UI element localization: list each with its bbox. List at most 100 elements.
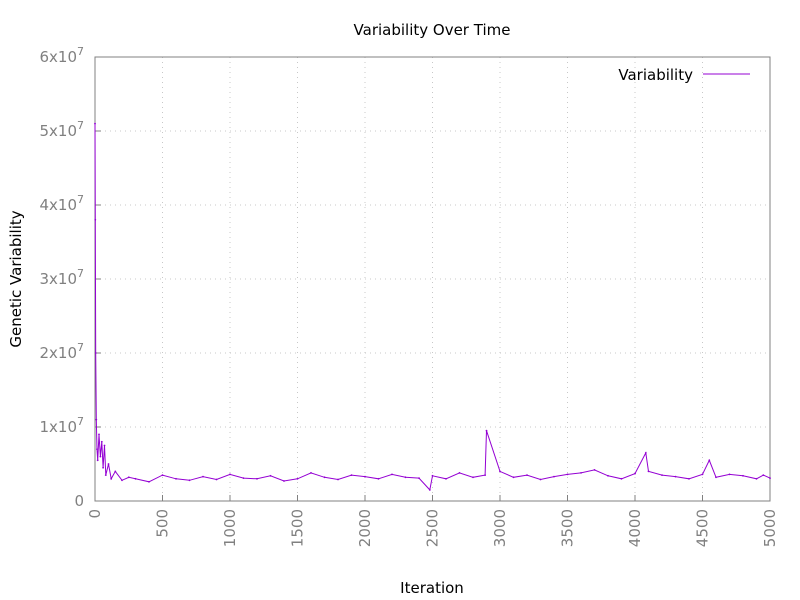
- data-point: [593, 469, 596, 471]
- x-tick-label: 1000: [221, 509, 239, 547]
- data-point: [202, 475, 204, 478]
- data-point: [229, 473, 231, 476]
- data-point: [94, 218, 97, 221]
- data-point: [283, 480, 285, 482]
- data-point: [485, 429, 488, 432]
- data-point: [391, 473, 393, 476]
- data-point: [103, 444, 106, 447]
- legend: Variability: [618, 66, 750, 84]
- data-point: [472, 476, 474, 479]
- data-point: [98, 433, 100, 436]
- data-point: [121, 479, 123, 482]
- data-point: [404, 476, 407, 479]
- data-point: [762, 474, 765, 476]
- data-point: [94, 352, 97, 354]
- data-point: [512, 476, 515, 479]
- data-point: [161, 474, 164, 476]
- y-tick-label: 2x107: [39, 341, 84, 362]
- x-tick-label: 1500: [289, 509, 307, 547]
- data-point: [715, 476, 717, 479]
- data-point: [296, 477, 299, 480]
- data-point: [100, 440, 103, 443]
- data-point: [674, 475, 677, 478]
- data-point: [188, 479, 191, 482]
- data-point: [607, 474, 609, 477]
- data-point: [418, 477, 420, 479]
- y-tick-label: 3x107: [39, 267, 84, 288]
- data-point: [110, 477, 113, 480]
- y-tick-label: 4x107: [39, 193, 84, 214]
- data-point: [769, 477, 771, 479]
- y-tick-label: 1x107: [39, 415, 84, 436]
- data-point: [431, 474, 434, 477]
- data-point: [553, 475, 555, 478]
- data-point: [95, 418, 98, 421]
- plot-frame: [94, 56, 771, 502]
- data-point: [107, 463, 110, 465]
- chart-title: Variability Over Time: [354, 21, 511, 39]
- data-point: [99, 455, 102, 458]
- data-point: [242, 477, 245, 479]
- series-line: [94, 123, 771, 491]
- y-axis-label: Genetic Variability: [7, 210, 25, 347]
- y-axis-ticks: 0 1x107 2x107 3x107 4x107 5x107 6x107: [39, 45, 101, 510]
- data-point: [566, 473, 569, 476]
- data-point: [104, 474, 107, 476]
- data-point: [310, 472, 312, 474]
- data-point: [647, 470, 650, 473]
- data-point: [701, 473, 704, 476]
- data-point: [148, 480, 150, 483]
- data-point: [445, 477, 447, 480]
- data-point: [428, 489, 431, 491]
- data-point: [127, 476, 130, 479]
- x-tick-label: 2500: [424, 509, 442, 547]
- x-tick-label: 2000: [356, 509, 374, 547]
- x-axis-label: Iteration: [400, 579, 464, 597]
- data-point: [96, 459, 99, 462]
- series-layer: [94, 122, 771, 491]
- data-point: [175, 477, 177, 480]
- data-point: [134, 477, 137, 480]
- grid: [94, 56, 771, 502]
- x-tick-label: 4500: [694, 509, 712, 547]
- data-point: [256, 477, 258, 480]
- data-point: [102, 466, 104, 469]
- data-point: [458, 472, 461, 474]
- data-point: [526, 474, 528, 476]
- data-point: [215, 478, 218, 481]
- data-point: [377, 477, 380, 480]
- data-point: [364, 475, 366, 478]
- data-point: [484, 474, 486, 476]
- data-point: [688, 477, 690, 480]
- data-point: [708, 459, 711, 462]
- x-tick-label: 3000: [491, 509, 509, 547]
- data-point: [661, 474, 663, 476]
- data-point: [742, 474, 744, 477]
- data-point: [269, 474, 272, 477]
- x-axis-ticks: 0 500 1000 1500 2000 2500 3000 3500 4000 4500 5000: [86, 495, 779, 547]
- x-tick-label: 3500: [559, 509, 577, 547]
- x-tick-label: 4000: [626, 509, 644, 547]
- y-tick-label: 6x107: [39, 45, 84, 66]
- data-point: [580, 472, 582, 474]
- x-tick-label: 500: [154, 509, 172, 538]
- data-point: [94, 122, 96, 125]
- data-point: [620, 477, 623, 480]
- data-point: [96, 448, 98, 451]
- y-tick-label: 5x107: [39, 119, 84, 140]
- data-point: [323, 476, 326, 479]
- data-point: [499, 470, 501, 473]
- x-tick-label: 5000: [761, 509, 779, 547]
- data-point: [337, 478, 339, 481]
- legend-label: Variability: [618, 66, 693, 84]
- data-point: [755, 477, 758, 480]
- data-point: [350, 474, 353, 476]
- data-point: [539, 478, 542, 481]
- data-point: [728, 473, 731, 476]
- data-point: [634, 472, 636, 475]
- data-point: [114, 470, 117, 473]
- x-tick-label: 0: [86, 509, 104, 519]
- y-tick-label: 0: [74, 492, 84, 510]
- data-point: [644, 452, 647, 454]
